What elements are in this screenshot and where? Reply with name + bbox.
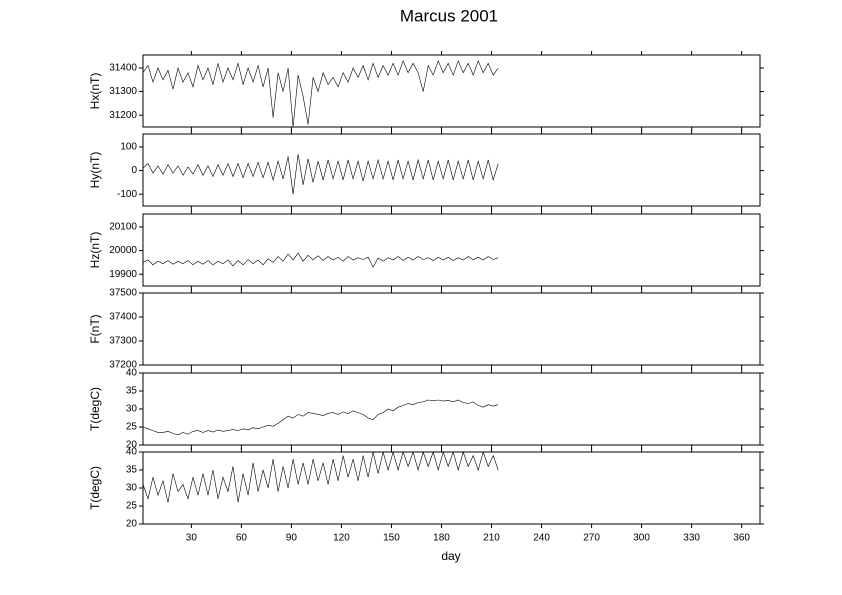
y-tick-label: 37200	[109, 360, 137, 371]
x-tick-label: 210	[483, 533, 500, 544]
y-tick-label: -100	[117, 189, 137, 200]
y-axis-label: T(degC)	[88, 387, 102, 431]
y-tick-label: 0	[131, 165, 137, 176]
x-tick-label: 360	[733, 533, 750, 544]
data-line	[142, 154, 499, 195]
y-axis-label: F(nT)	[88, 314, 102, 343]
y-tick-label: 35	[126, 465, 138, 476]
y-tick-label: 20	[126, 519, 138, 530]
x-tick-label: 60	[236, 533, 248, 544]
x-tick-label: 30	[186, 533, 198, 544]
panel-frame	[142, 54, 761, 128]
y-tick-label: 25	[126, 422, 138, 433]
data-line	[142, 252, 499, 268]
x-tick-label: 300	[633, 533, 650, 544]
panel-frame	[142, 133, 761, 207]
y-tick-label: 37300	[109, 336, 137, 347]
y-tick-label: 30	[126, 483, 138, 494]
x-tick-label: 180	[433, 533, 450, 544]
y-tick-label: 20	[126, 440, 138, 451]
chart-title: Marcus 2001	[400, 6, 498, 25]
panel-frame	[142, 292, 761, 366]
x-tick-label: 270	[583, 533, 600, 544]
x-tick-label: 120	[333, 533, 350, 544]
y-tick-label: 30	[126, 404, 138, 415]
y-axis-label: Hx(nT)	[88, 73, 102, 110]
y-tick-label: 35	[126, 386, 138, 397]
panel-frame	[142, 372, 761, 446]
x-tick-label: 150	[383, 533, 400, 544]
y-tick-label: 31400	[109, 63, 137, 74]
x-tick-label: 240	[533, 533, 550, 544]
y-tick-label: 100	[120, 142, 137, 153]
panel-frame	[142, 451, 761, 525]
y-tick-label: 37400	[109, 312, 137, 323]
y-axis-label: T(degC)	[88, 466, 102, 510]
y-tick-label: 31300	[109, 86, 137, 97]
y-tick-label: 40	[126, 447, 138, 458]
x-tick-label: 330	[683, 533, 700, 544]
data-line	[142, 60, 499, 128]
x-tick-label: 90	[286, 533, 298, 544]
y-tick-label: 40	[126, 368, 138, 379]
x-axis-label: day	[441, 549, 460, 563]
y-tick-label: 20100	[109, 222, 137, 233]
y-axis-label: Hy(nT)	[88, 152, 102, 189]
y-tick-label: 19900	[109, 269, 137, 280]
data-line	[142, 399, 499, 436]
y-axis-label: Hz(nT)	[88, 232, 102, 269]
data-line	[142, 450, 499, 503]
panel-frame	[142, 213, 761, 287]
y-tick-label: 37500	[109, 288, 137, 299]
y-tick-label: 25	[126, 501, 138, 512]
y-tick-label: 20000	[109, 245, 137, 256]
y-tick-label: 31200	[109, 110, 137, 121]
